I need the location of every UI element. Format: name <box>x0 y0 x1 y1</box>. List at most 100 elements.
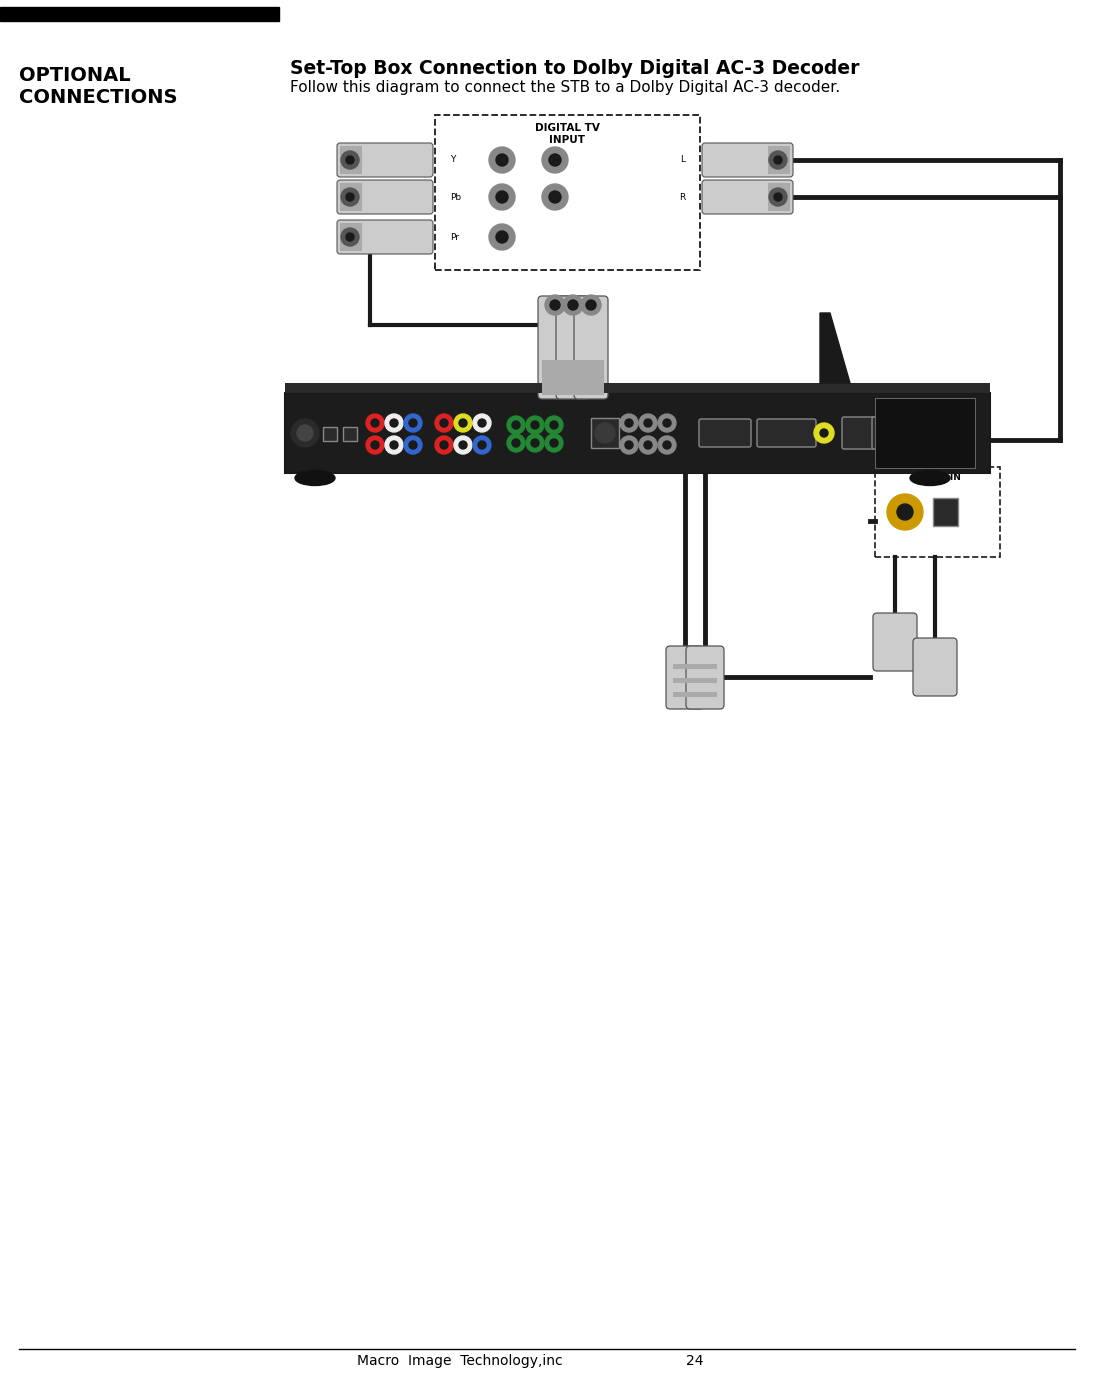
FancyBboxPatch shape <box>873 613 917 672</box>
Circle shape <box>545 295 565 315</box>
Text: Pb: Pb <box>450 193 462 201</box>
Circle shape <box>526 416 544 434</box>
FancyBboxPatch shape <box>337 180 433 214</box>
Bar <box>340 183 362 211</box>
Circle shape <box>769 187 787 206</box>
Bar <box>578 360 604 395</box>
FancyBboxPatch shape <box>574 297 608 399</box>
Circle shape <box>897 504 913 520</box>
Circle shape <box>531 439 539 448</box>
Circle shape <box>663 441 671 449</box>
Bar <box>693 665 717 669</box>
Circle shape <box>820 429 828 436</box>
Circle shape <box>341 228 359 246</box>
Bar <box>875 397 975 469</box>
Circle shape <box>563 295 583 315</box>
Circle shape <box>346 157 354 164</box>
Text: R: R <box>678 193 685 201</box>
FancyBboxPatch shape <box>666 646 705 709</box>
Circle shape <box>620 436 638 455</box>
Circle shape <box>478 418 486 427</box>
FancyBboxPatch shape <box>699 418 750 448</box>
Text: Set-Top Box Connection to Dolby Digital AC‑3 Decoder: Set-Top Box Connection to Dolby Digital … <box>290 59 860 78</box>
Text: L: L <box>680 155 685 165</box>
Circle shape <box>489 147 515 173</box>
Bar <box>286 383 990 393</box>
FancyBboxPatch shape <box>337 143 433 178</box>
Circle shape <box>644 418 652 427</box>
Bar <box>693 679 717 683</box>
Circle shape <box>625 441 633 449</box>
Circle shape <box>542 185 568 210</box>
Circle shape <box>440 418 449 427</box>
Circle shape <box>550 421 558 429</box>
Circle shape <box>639 414 657 432</box>
Circle shape <box>549 154 561 166</box>
Circle shape <box>542 147 568 173</box>
Circle shape <box>581 295 601 315</box>
FancyBboxPatch shape <box>556 297 590 399</box>
Circle shape <box>773 157 782 164</box>
Bar <box>542 360 568 395</box>
Text: Y: Y <box>450 155 455 165</box>
Bar <box>673 679 697 683</box>
Circle shape <box>773 193 782 201</box>
Bar <box>933 498 958 526</box>
Text: Pr: Pr <box>450 232 459 242</box>
Bar <box>560 360 586 395</box>
Bar <box>875 467 1000 557</box>
Circle shape <box>371 418 379 427</box>
Circle shape <box>531 421 539 429</box>
Circle shape <box>409 441 417 449</box>
Bar <box>435 115 700 270</box>
Circle shape <box>657 436 676 455</box>
Circle shape <box>625 418 633 427</box>
Bar <box>340 222 362 250</box>
Circle shape <box>496 192 508 203</box>
Circle shape <box>454 436 472 455</box>
Circle shape <box>435 436 453 455</box>
Circle shape <box>341 151 359 169</box>
Circle shape <box>291 418 319 448</box>
Bar <box>340 145 362 173</box>
FancyBboxPatch shape <box>757 418 816 448</box>
Circle shape <box>644 441 652 449</box>
Circle shape <box>549 192 561 203</box>
Circle shape <box>550 299 560 311</box>
Circle shape <box>404 436 422 455</box>
Bar <box>768 145 790 173</box>
Circle shape <box>507 434 525 452</box>
Circle shape <box>473 436 491 455</box>
Circle shape <box>385 436 403 455</box>
Circle shape <box>663 418 671 427</box>
FancyBboxPatch shape <box>913 638 957 695</box>
Circle shape <box>489 185 515 210</box>
Circle shape <box>769 151 787 169</box>
Text: DIGITAL TV
INPUT: DIGITAL TV INPUT <box>535 123 600 144</box>
Ellipse shape <box>295 470 335 485</box>
Circle shape <box>366 436 384 455</box>
Bar <box>673 693 697 697</box>
Circle shape <box>404 414 422 432</box>
Circle shape <box>346 234 354 241</box>
Text: AUDIO IN: AUDIO IN <box>915 473 961 483</box>
Bar <box>344 427 357 441</box>
Circle shape <box>620 414 638 432</box>
Circle shape <box>478 441 486 449</box>
Text: OPTIONAL: OPTIONAL <box>19 66 130 85</box>
Circle shape <box>512 421 520 429</box>
Circle shape <box>366 414 384 432</box>
FancyBboxPatch shape <box>686 646 724 709</box>
Circle shape <box>639 436 657 455</box>
Circle shape <box>657 414 676 432</box>
Circle shape <box>545 416 563 434</box>
Circle shape <box>459 418 467 427</box>
Circle shape <box>389 441 398 449</box>
Bar <box>673 665 697 669</box>
Circle shape <box>496 231 508 243</box>
Bar <box>591 418 619 448</box>
Bar <box>286 393 990 473</box>
Circle shape <box>512 439 520 448</box>
Bar <box>768 183 790 211</box>
Circle shape <box>409 418 417 427</box>
